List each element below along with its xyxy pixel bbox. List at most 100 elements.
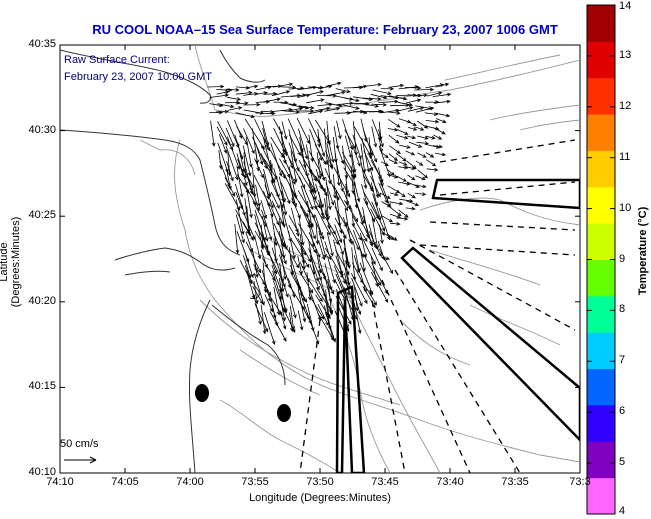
current-vector — [227, 96, 241, 101]
current-vector — [414, 184, 427, 189]
current-vector — [363, 150, 374, 172]
current-vector — [433, 134, 443, 140]
current-vector — [299, 206, 314, 227]
current-vector — [316, 287, 333, 313]
current-vector — [368, 137, 373, 160]
current-vector — [345, 262, 351, 287]
current-vector — [379, 192, 391, 199]
current-vector — [261, 216, 269, 242]
colorbar-tick-label: 4 — [619, 505, 626, 517]
current-vector — [424, 112, 439, 116]
x-tick-label: 74:10 — [46, 476, 74, 488]
current-vector — [327, 135, 335, 164]
current-vector — [351, 207, 356, 228]
current-vector — [407, 127, 418, 131]
current-vector — [378, 129, 384, 148]
scale-label: 50 cm/s — [60, 438, 99, 450]
current-vector — [226, 136, 241, 170]
current-vector — [407, 120, 417, 126]
current-vector — [261, 209, 273, 241]
colorbar-label: Temperature (°C) — [637, 206, 649, 296]
x-tick-label: 73:45 — [371, 476, 399, 488]
current-vector — [350, 166, 355, 195]
current-vector — [388, 159, 399, 164]
current-vector — [264, 184, 274, 209]
current-vector — [389, 201, 404, 206]
current-vector — [264, 312, 276, 345]
current-vector — [273, 286, 281, 316]
current-vector — [435, 152, 447, 157]
current-vector — [417, 152, 427, 158]
colorbar-tick-label: 5 — [619, 456, 626, 469]
current-vector — [263, 190, 274, 218]
current-vector — [390, 207, 402, 217]
current-vector — [216, 126, 228, 146]
colorbar-segment — [587, 259, 615, 297]
current-vector — [425, 152, 435, 158]
current-vector — [389, 192, 399, 196]
x-axis-label: Longitude (Degrees:Minutes) — [249, 492, 391, 504]
current-vector — [261, 109, 275, 114]
current-vector — [298, 128, 309, 160]
y-tick-label: 40:10 — [28, 466, 56, 478]
current-vector — [253, 281, 259, 305]
current-vector — [397, 129, 409, 135]
current-vector — [399, 144, 411, 149]
colorbar-segment — [587, 441, 615, 479]
current-vector — [433, 99, 451, 104]
y-tick-label: 40:30 — [28, 123, 56, 136]
current-vector — [352, 175, 361, 203]
current-vector — [406, 200, 420, 207]
current-vector — [298, 270, 314, 294]
current-vector — [317, 135, 326, 157]
current-vector — [369, 144, 378, 163]
current-vector — [334, 233, 344, 256]
current-vector — [354, 295, 362, 316]
current-vector — [425, 135, 436, 140]
current-vector — [270, 143, 283, 177]
current-vector — [426, 91, 443, 97]
current-vector — [235, 101, 249, 106]
current-vector — [236, 166, 244, 198]
current-vector — [398, 165, 409, 170]
current-vector — [261, 145, 273, 169]
current-vector — [388, 134, 400, 144]
current-vector — [324, 311, 336, 343]
current-vector — [297, 238, 312, 263]
current-vector — [272, 82, 294, 88]
current-vector — [417, 135, 429, 140]
y-tick-marks — [60, 44, 580, 474]
y-tick-label: 40:25 — [28, 209, 56, 222]
current-vector — [325, 177, 332, 211]
traffic-separation-zones — [335, 178, 580, 473]
current-vector — [417, 169, 428, 179]
current-vector — [235, 183, 246, 217]
current-vector — [243, 128, 255, 155]
current-vector — [318, 240, 326, 261]
current-vector — [309, 254, 320, 282]
current-vector — [309, 263, 320, 291]
x-tick-label: 73:55 — [241, 476, 269, 488]
current-vector — [405, 206, 416, 211]
current-vector — [278, 230, 286, 259]
current-vector — [426, 167, 439, 172]
current-vector — [407, 106, 425, 112]
current-vector — [207, 84, 225, 89]
current-vector — [416, 141, 429, 146]
current-vector — [432, 144, 444, 149]
current-vector — [395, 153, 407, 162]
current-vector — [378, 248, 394, 275]
current-vector — [255, 184, 261, 207]
colorbar-tick-label: 7 — [619, 354, 626, 367]
colorbar-segment — [587, 5, 615, 42]
current-vector — [315, 106, 331, 111]
current-vector — [253, 255, 259, 278]
current-vector — [353, 255, 361, 274]
current-vector — [325, 150, 333, 169]
current-vector — [280, 85, 297, 90]
current-vector — [381, 161, 389, 167]
current-vector — [326, 90, 346, 97]
current-vector — [378, 182, 388, 204]
overlay-line-2: February 23, 2007 10:00 GMT — [64, 71, 212, 83]
current-vector — [299, 176, 314, 211]
